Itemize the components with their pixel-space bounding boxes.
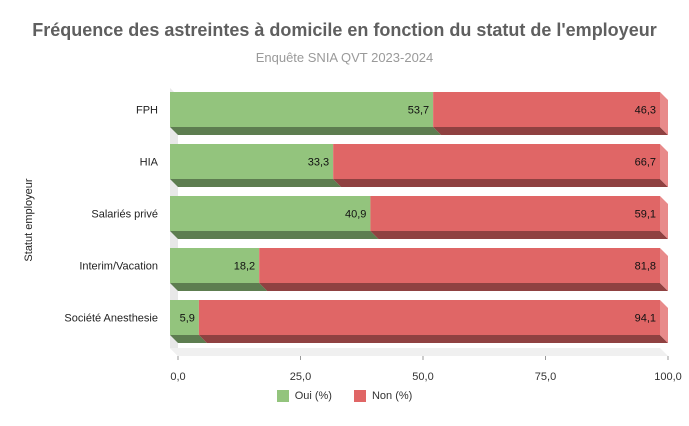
bar-end-cap: [660, 144, 668, 187]
legend-label-non: Non (%): [371, 390, 413, 402]
bar-non: [333, 144, 660, 179]
bar-oui: [170, 248, 260, 283]
bar-depth-oui: [170, 335, 207, 343]
data-label: 46,3: [635, 105, 656, 117]
data-label: 33,3: [308, 157, 329, 169]
bar-depth-oui: [170, 231, 379, 239]
bar-depth-oui: [170, 127, 442, 135]
bar-depth-non: [370, 231, 668, 239]
bar-end-cap: [660, 300, 668, 343]
y-axis-title: Statut employeur: [23, 178, 35, 261]
bar-non: [433, 92, 660, 127]
bar-depth-non: [198, 335, 668, 343]
legend-swatch-non: [353, 390, 366, 402]
legend-item-oui[interactable]: Oui (%): [276, 390, 332, 402]
chart-title: Fréquence des astreintes à domicile en f…: [32, 20, 657, 40]
category-label: Salariés privé: [91, 209, 158, 221]
x-tick-label: 0,0: [170, 371, 185, 383]
bar-depth-oui: [170, 283, 268, 291]
category-label: Interim/Vacation: [79, 261, 158, 273]
data-label: 66,7: [635, 157, 656, 169]
bar-end-cap: [660, 248, 668, 291]
bar-non: [198, 300, 660, 335]
bar-oui: [170, 144, 334, 179]
data-label: 59,1: [635, 209, 656, 221]
category-label: Société Anesthesie: [64, 313, 158, 325]
bar-depth-non: [333, 179, 668, 187]
data-label: 94,1: [635, 313, 656, 325]
legend: Oui (%) Non (%): [0, 390, 689, 402]
legend-item-non[interactable]: Non (%): [353, 390, 413, 402]
bar-depth-non: [259, 283, 668, 291]
bar-depth-oui: [170, 179, 342, 187]
bar-end-cap: [660, 196, 668, 239]
data-label: 81,8: [635, 261, 656, 273]
x-tick-label: 25,0: [290, 371, 311, 383]
bar-depth-non: [433, 127, 668, 135]
bar-non: [370, 196, 660, 231]
x-tick-label: 100,0: [654, 371, 682, 383]
data-label: 5,9: [180, 313, 195, 325]
bar-oui: [170, 92, 434, 127]
category-label: HIA: [140, 157, 159, 169]
data-label: 18,2: [234, 261, 255, 273]
bar-oui: [170, 300, 199, 335]
category-label: FPH: [136, 105, 158, 117]
x-tick-label: 50,0: [412, 371, 433, 383]
data-label: 53,7: [408, 105, 429, 117]
legend-swatch-oui: [276, 390, 289, 402]
bar-non: [259, 248, 660, 283]
bar-oui: [170, 196, 371, 231]
bar-end-cap: [660, 92, 668, 135]
chart-subtitle: Enquête SNIA QVT 2023-2024: [255, 50, 434, 65]
legend-label-oui: Oui (%): [294, 390, 332, 402]
plot-floor: [170, 348, 668, 356]
data-label: 40,9: [345, 209, 366, 221]
x-tick-label: 75,0: [535, 371, 556, 383]
